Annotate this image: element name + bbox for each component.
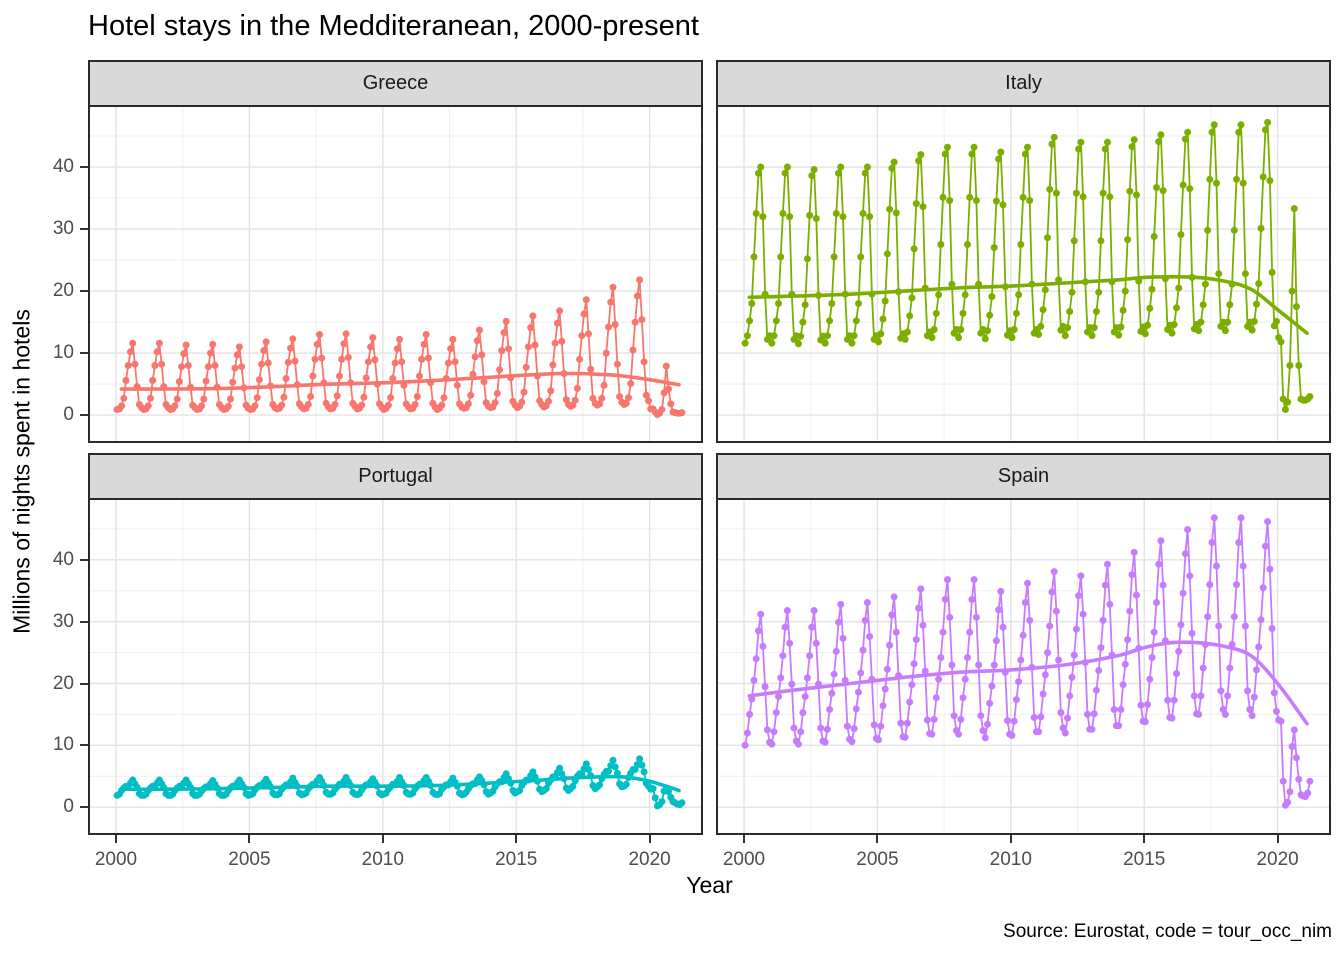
panel-canvas-portugal <box>90 500 701 833</box>
x-tick-label: 2015 <box>1123 849 1166 870</box>
x-tick-mark <box>381 835 384 843</box>
y-tick-label: 20 <box>52 280 74 302</box>
y-tick-mark <box>80 414 88 417</box>
trend-line-spain <box>747 640 1309 726</box>
y-tick-mark <box>80 166 88 169</box>
x-tick-mark <box>1009 835 1012 843</box>
x-tick-label: 2015 <box>495 849 538 870</box>
facet-strip-italy: Italy <box>716 60 1331 107</box>
x-tick-mark <box>876 835 879 843</box>
y-tick-mark <box>80 228 88 231</box>
y-tick-mark <box>80 290 88 293</box>
x-tick-label: 2020 <box>628 849 671 870</box>
y-tick-mark <box>80 744 88 747</box>
facet-label-spain: Spain <box>997 465 1050 487</box>
y-tick-mark <box>80 806 88 809</box>
trend-line-greece <box>119 371 681 391</box>
y-tick-label: 40 <box>52 156 74 178</box>
facet-label-italy: Italy <box>1005 72 1042 94</box>
x-tick-label: 2020 <box>1256 849 1299 870</box>
x-tick-label: 2005 <box>856 849 899 870</box>
y-tick-label: 0 <box>63 796 74 818</box>
x-tick-mark <box>648 835 651 843</box>
x-tick-label: 2010 <box>989 849 1032 870</box>
y-tick-mark <box>80 352 88 355</box>
x-tick-mark <box>1143 835 1146 843</box>
facet-strip-greece: Greece <box>88 60 703 107</box>
source-caption: Source: Eurostat, code = tour_occ_nim <box>1003 921 1332 942</box>
panel-portugal <box>88 498 703 835</box>
trend-line-italy <box>747 274 1309 335</box>
x-tick-mark <box>248 835 251 843</box>
y-tick-label: 10 <box>52 734 74 756</box>
y-axis-title: Millions of nights spent in hotels <box>8 309 35 634</box>
x-tick-mark <box>515 835 518 843</box>
panel-canvas-greece <box>90 107 701 441</box>
x-tick-label: 2010 <box>361 849 404 870</box>
facet-strip-portugal: Portugal <box>88 453 703 500</box>
y-tick-label: 20 <box>52 672 74 694</box>
x-tick-mark <box>743 835 745 843</box>
plot-title: Hotel stays in the Medditeranean, 2000-p… <box>88 10 699 42</box>
facet-label-greece: Greece <box>362 72 429 94</box>
facet-strip-spain: Spain <box>716 453 1331 500</box>
x-tick-label: 2000 <box>94 849 138 870</box>
x-axis-title: Year <box>686 872 733 898</box>
facet-label-portugal: Portugal <box>358 465 433 487</box>
panel-canvas-spain <box>718 500 1329 833</box>
y-tick-mark <box>80 558 88 561</box>
series-line-spain <box>744 516 1311 807</box>
x-tick-label: 2000 <box>722 849 766 870</box>
panel-canvas-italy <box>718 107 1329 441</box>
series-line-italy <box>744 121 1311 411</box>
x-tick-mark <box>115 835 117 843</box>
y-tick-label: 30 <box>52 218 74 240</box>
x-tick-mark <box>1276 835 1279 843</box>
trend-line-portugal <box>119 774 681 793</box>
panel-greece <box>88 105 703 443</box>
panel-italy <box>716 105 1331 443</box>
y-tick-mark <box>80 620 88 623</box>
panel-spain <box>716 498 1331 835</box>
x-tick-label: 2005 <box>228 849 271 870</box>
y-tick-mark <box>80 682 88 685</box>
